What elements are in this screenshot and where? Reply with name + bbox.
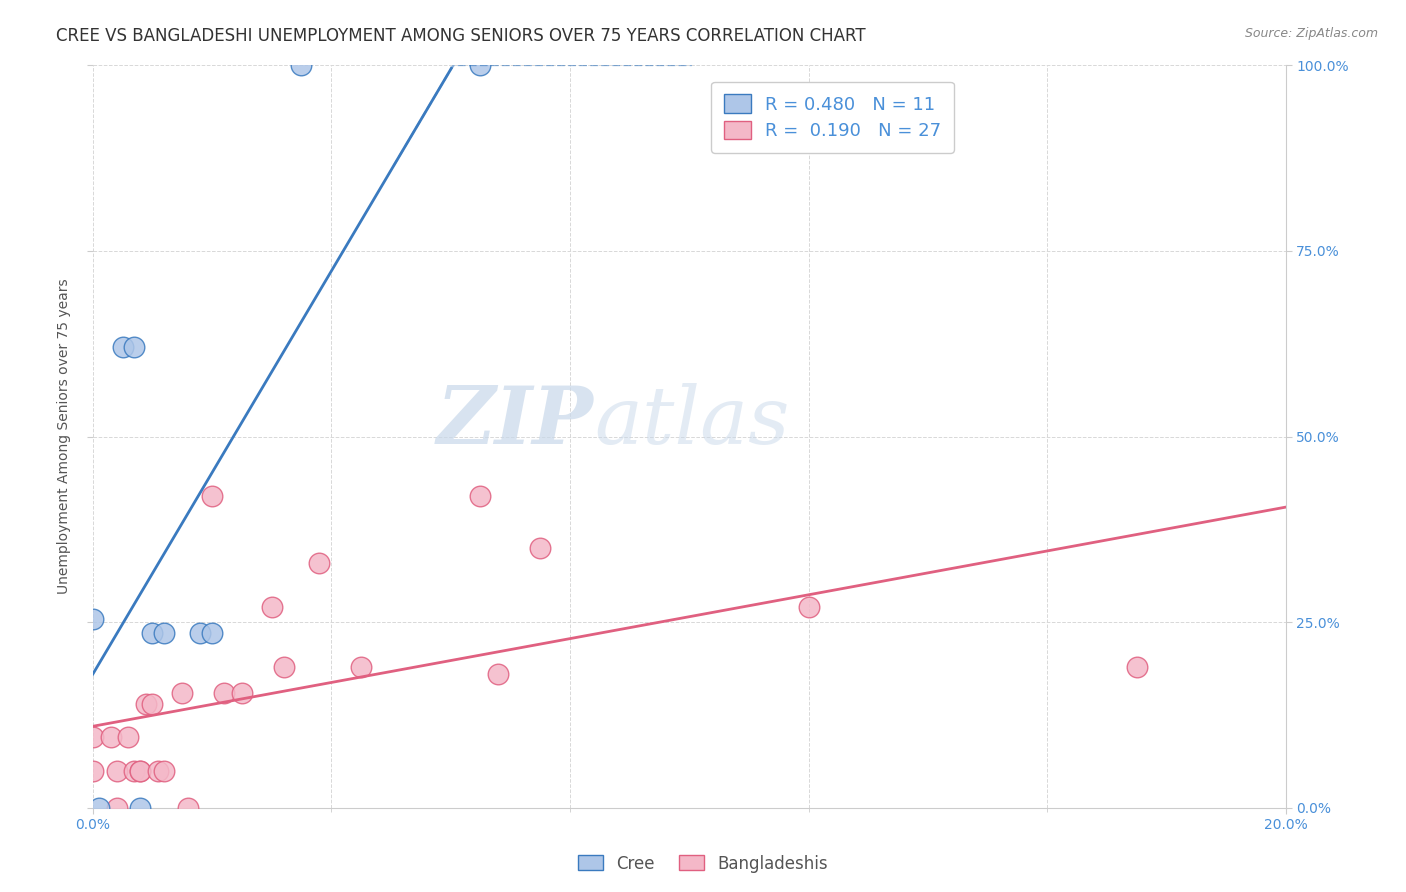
- Point: [231, 686, 253, 700]
- Point: [105, 764, 128, 778]
- Legend: R = 0.480   N = 11, R =  0.190   N = 27: R = 0.480 N = 11, R = 0.190 N = 27: [711, 81, 953, 153]
- Point: [201, 626, 224, 640]
- Point: [172, 686, 194, 700]
- Point: [111, 340, 134, 354]
- Point: [177, 801, 200, 815]
- Point: [124, 340, 146, 354]
- Point: [82, 611, 104, 625]
- Point: [129, 764, 152, 778]
- Point: [141, 626, 163, 640]
- Point: [1125, 660, 1147, 674]
- Point: [486, 667, 509, 681]
- Point: [82, 731, 104, 745]
- Point: [135, 697, 157, 711]
- Point: [153, 626, 176, 640]
- Point: [470, 489, 492, 503]
- Point: [212, 686, 235, 700]
- Point: [470, 58, 492, 72]
- Point: [529, 541, 551, 555]
- Point: [129, 764, 152, 778]
- Point: [82, 764, 104, 778]
- Point: [105, 801, 128, 815]
- Point: [153, 764, 176, 778]
- Text: atlas: atlas: [593, 383, 789, 460]
- Legend: Cree, Bangladeshis: Cree, Bangladeshis: [571, 848, 835, 880]
- Point: [797, 600, 820, 615]
- Point: [100, 731, 122, 745]
- Text: CREE VS BANGLADESHI UNEMPLOYMENT AMONG SENIORS OVER 75 YEARS CORRELATION CHART: CREE VS BANGLADESHI UNEMPLOYMENT AMONG S…: [56, 27, 866, 45]
- Text: Source: ZipAtlas.com: Source: ZipAtlas.com: [1244, 27, 1378, 40]
- Point: [117, 731, 139, 745]
- Point: [290, 58, 312, 72]
- Point: [129, 801, 152, 815]
- Y-axis label: Unemployment Among Seniors over 75 years: Unemployment Among Seniors over 75 years: [58, 278, 72, 594]
- Point: [188, 626, 211, 640]
- Point: [141, 697, 163, 711]
- Point: [124, 764, 146, 778]
- Point: [201, 489, 224, 503]
- Point: [273, 660, 295, 674]
- Point: [350, 660, 373, 674]
- Point: [148, 764, 170, 778]
- Point: [87, 801, 110, 815]
- Point: [260, 600, 283, 615]
- Text: ZIP: ZIP: [437, 383, 593, 460]
- Point: [308, 556, 330, 570]
